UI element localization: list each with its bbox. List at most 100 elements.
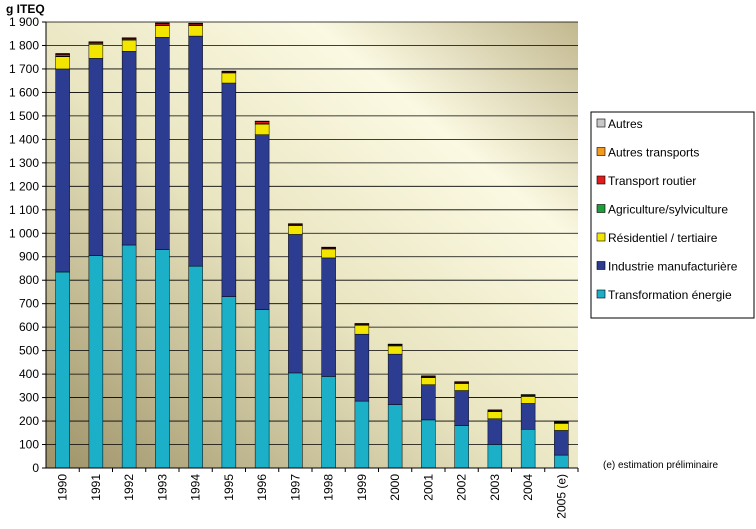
bar-segment (454, 383, 469, 391)
legend-box (590, 111, 755, 319)
legend-swatch (596, 261, 606, 270)
bar-segment (121, 39, 137, 52)
bar-segment (288, 234, 303, 374)
bar-segment (520, 403, 536, 430)
y-tick-label: 900 (19, 250, 39, 264)
x-tick-label: 2001 (421, 474, 435, 501)
x-tick-labels: 1990 1991 1992 1993 1994 1995 1996 1997 1998 1999… (56, 468, 579, 519)
legend-swatch (596, 118, 606, 128)
bar-segment (554, 430, 569, 456)
y-tick-label: 200 (19, 414, 39, 428)
y-tick-label: 1 000 (9, 226, 39, 240)
y-tick-label: 100 (19, 438, 39, 452)
bar-segment (387, 404, 403, 469)
legend-swatch (596, 175, 606, 185)
y-tick-label: 600 (19, 320, 39, 334)
legend-label: Résidentiel / tertiaire (608, 231, 718, 245)
bar-segment (55, 271, 70, 469)
legend-swatch (596, 232, 606, 242)
legend-swatch (596, 147, 606, 156)
y-tick-label: 300 (19, 391, 39, 405)
bar-segment (254, 123, 270, 135)
y-tick-label: 1 800 (9, 38, 39, 52)
bar-segment (354, 333, 370, 402)
bar-segment (55, 68, 70, 273)
x-tick-label: 1990 (56, 474, 70, 501)
bar-segment (321, 376, 336, 469)
bar-segment (121, 244, 137, 469)
y-tick-label: 1 700 (9, 62, 39, 76)
bar-segment (88, 255, 104, 469)
bar-segment (554, 423, 569, 431)
y-tick-label: 0 (32, 461, 39, 475)
bar-segment (55, 54, 70, 57)
bar-segment (421, 384, 436, 421)
y-tick-label: 400 (19, 367, 39, 381)
y-tick-labels: 0 100 200 300 400 500 600 700 800 900 1 000 1 100 1 … (9, 15, 46, 475)
annotation-estimation: (e) estimation préliminaire (603, 460, 718, 471)
x-tick-label: 2003 (488, 474, 502, 501)
x-tick-label: 2000 (388, 474, 402, 501)
x-tick-label: 1995 (222, 474, 236, 501)
bar-segment (354, 400, 370, 469)
x-tick-label: 1994 (189, 474, 203, 501)
bar-segment (520, 396, 536, 404)
bar-segment (155, 249, 170, 469)
legend-label: Autres (608, 117, 643, 131)
y-tick-label: 1 300 (9, 156, 39, 170)
bar-segment (487, 411, 503, 419)
bar-segment (487, 444, 503, 469)
bar-segment (321, 257, 336, 377)
y-tick-label: 1 400 (9, 132, 39, 146)
bar-segment (288, 225, 303, 235)
legend-label: Transformation énergie (608, 288, 732, 302)
bar-segment (387, 345, 403, 355)
bar-segment (254, 134, 270, 310)
x-tick-label: 1992 (122, 474, 136, 501)
bar-segment (221, 296, 237, 469)
legend-swatch (596, 289, 606, 299)
bar-segment (55, 56, 70, 70)
bar-segment (188, 265, 203, 469)
y-tick-label: 1 100 (9, 203, 39, 217)
bar-segment (520, 429, 536, 469)
y-tick-label: 1 900 (9, 15, 39, 29)
bar-segment (421, 419, 436, 469)
bar-segment (221, 82, 237, 297)
x-tick-label: 1993 (155, 474, 169, 501)
y-tick-label: 500 (19, 344, 39, 358)
x-tick-label: 1999 (355, 474, 369, 501)
bar-segment (88, 58, 104, 256)
x-tick-label: 1991 (89, 474, 103, 501)
bar-segment (88, 44, 104, 59)
y-tick-label: 700 (19, 297, 39, 311)
bar-segment (188, 25, 203, 37)
x-tick-label: 1997 (288, 474, 302, 501)
x-tick-label: 2002 (455, 474, 469, 501)
bar-segment (387, 353, 403, 405)
bar-segment (221, 72, 237, 84)
legend-label: Transport routier (608, 174, 696, 188)
bar-segment (421, 377, 436, 385)
y-tick-label: 1 600 (9, 85, 39, 99)
x-tick-label: 2005 (e) (554, 474, 568, 519)
legend-swatch (596, 204, 606, 213)
bar-segment (454, 425, 469, 469)
bar-segment (288, 372, 303, 469)
legend-label: Industrie manufacturière (608, 260, 738, 274)
bar-segment (554, 454, 569, 469)
legend-label: Agriculture/sylviculture (608, 203, 728, 217)
y-tick-label: 800 (19, 273, 39, 287)
bar-segment (155, 37, 170, 250)
bar-segment (254, 121, 270, 124)
x-tick-label: 1998 (322, 474, 336, 501)
legend-label: Autres transports (608, 146, 699, 160)
y-tick-label: 1 500 (9, 109, 39, 123)
bars (55, 22, 569, 469)
y-tick-label: 1 200 (9, 179, 39, 193)
x-tick-label: 2004 (521, 474, 535, 501)
bar-segment (121, 51, 137, 246)
bar-segment (254, 309, 270, 469)
bar-segment (487, 418, 503, 445)
